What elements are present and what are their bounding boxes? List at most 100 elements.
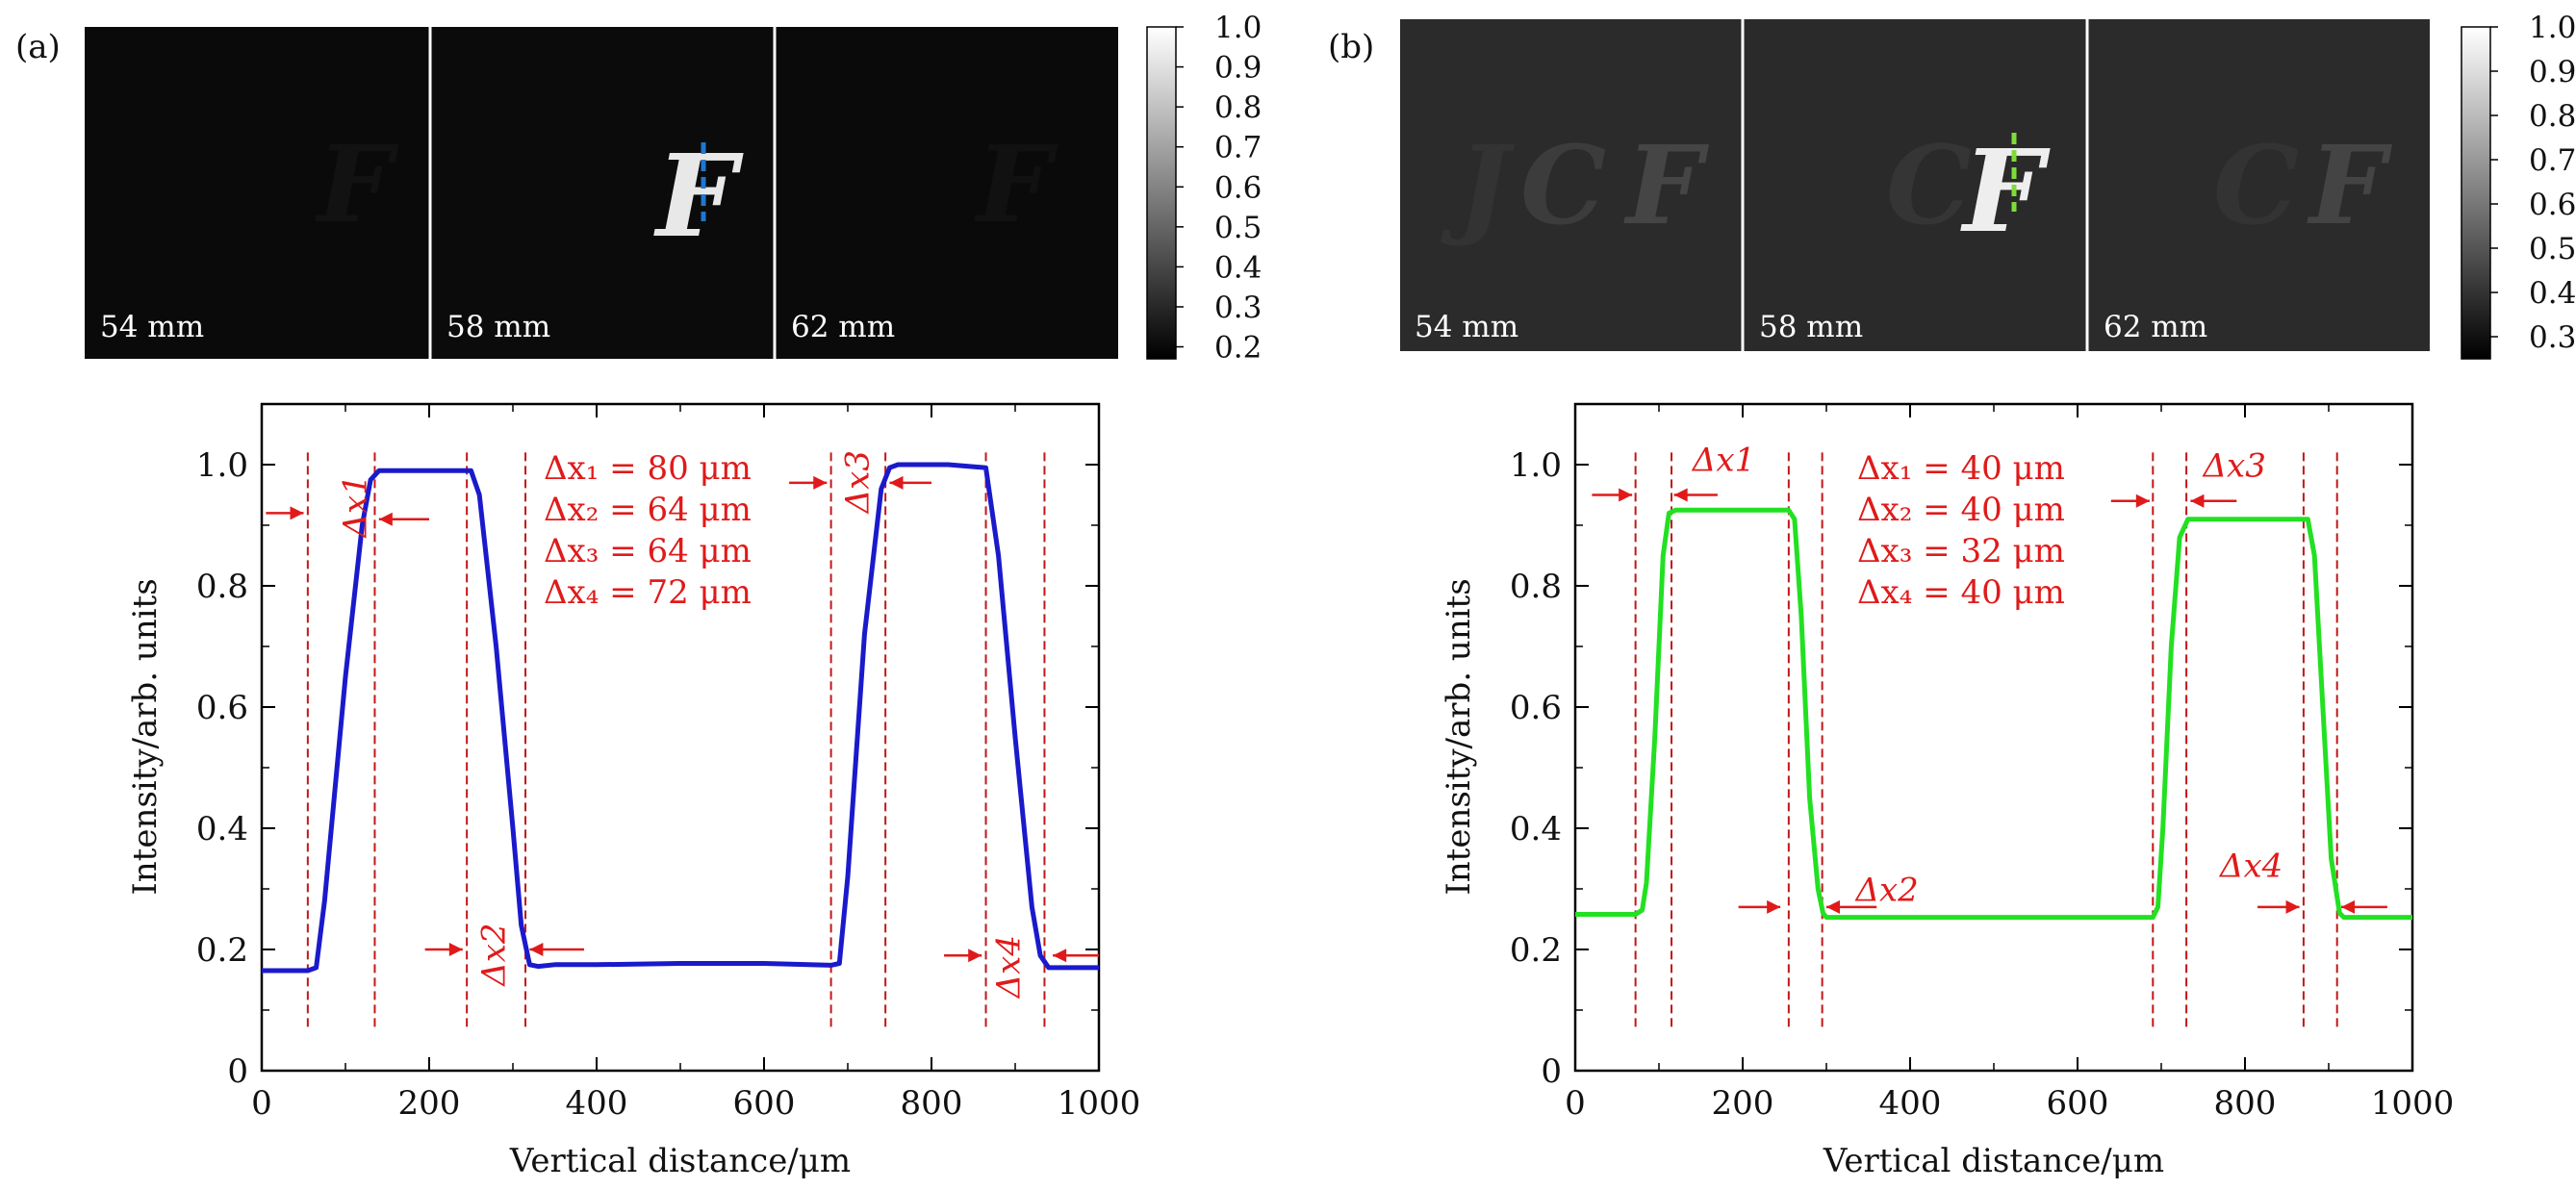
panel-a-plot: Vertical distance/μm Intensity/arb. unit… — [126, 402, 1141, 1180]
panel-b-xlabel: Vertical distance/μm — [1823, 1142, 2164, 1180]
y-tick-label: 0.6 — [196, 689, 248, 727]
y-tick-label: 0.4 — [196, 810, 248, 848]
panel-b-annotation: Δx₃ = 32 μm — [1857, 532, 2065, 570]
colorbar-tick-label: 0.6 — [1214, 170, 1262, 205]
panel-a-image-62 — [776, 27, 1118, 359]
panel-a-ghost-letter: F — [974, 122, 1058, 246]
colorbar-tick-label: 1.0 — [2529, 11, 2576, 45]
panel-a-xlabel: Vertical distance/μm — [509, 1142, 851, 1180]
x-tick-label: 200 — [398, 1084, 461, 1123]
panel-b-annotation-block: Δx₁ = 40 μm Δx₂ = 40 μm Δx₃ = 32 μm Δx₄ … — [1857, 449, 2065, 612]
colorbar-tick-label: 0.7 — [1214, 131, 1262, 165]
panel-a-annotation: Δx₂ = 64 μm — [544, 491, 752, 529]
panel-b-label: (b) — [1328, 28, 1374, 66]
y-tick-label: 1.0 — [196, 446, 248, 485]
y-tick-label: 0.4 — [1510, 810, 1562, 848]
arrow-head — [1619, 488, 1633, 502]
panel-b-colorbar — [2461, 26, 2491, 360]
panel-a-annotation: Δx₁ = 80 μm — [544, 449, 752, 488]
colorbar-tick-label: 0.4 — [2529, 276, 2576, 311]
arrow-head — [290, 506, 304, 520]
y-tick-label: 0 — [1541, 1052, 1562, 1091]
panel-a-images: (a) F F F 54 mm 58 mm 62 mm 1.0 0.9 0.8 0.7… — [15, 11, 1262, 366]
x-tick-label: 400 — [566, 1084, 628, 1123]
delta-label: Δx3 — [839, 450, 878, 515]
panel-a-image-label-62: 62 mm — [791, 310, 895, 344]
x-tick-label: 1000 — [2371, 1084, 2455, 1123]
x-tick-label: 400 — [1879, 1084, 1942, 1123]
panel-a-label: (a) — [15, 28, 61, 66]
x-tick-label: 0 — [1565, 1084, 1586, 1123]
arrow-head — [1053, 949, 1067, 963]
panel-a-image-58 — [431, 27, 774, 359]
delta-label: Δx4 — [989, 935, 1028, 999]
panel-b-ylabel: Intensity/arb. units — [1440, 578, 1478, 895]
y-tick-label: 1.0 — [1510, 446, 1562, 485]
delta-label: Δx2 — [474, 923, 513, 987]
panel-b-ghost-letter: F — [2307, 123, 2393, 249]
colorbar-tick-label: 0.3 — [2529, 320, 2576, 355]
delta-label: Δx4 — [2218, 847, 2283, 885]
panel-a-focus-letter: F — [653, 129, 744, 263]
y-tick-label: 0 — [227, 1052, 248, 1091]
arrow-head — [1767, 899, 1781, 914]
colorbar-tick-label: 0.3 — [1214, 291, 1262, 325]
colorbar-tick-label: 0.7 — [2529, 143, 2576, 178]
y-tick-label: 0.6 — [1510, 689, 1562, 727]
arrow-head — [1673, 488, 1688, 502]
panel-a-image-label-58: 58 mm — [446, 310, 550, 344]
x-tick-label: 800 — [901, 1084, 963, 1123]
arrow-head — [2341, 899, 2356, 914]
panel-a-ghost-letter: F — [315, 122, 399, 246]
x-tick-label: 600 — [733, 1084, 796, 1123]
arrow-head — [968, 949, 982, 963]
x-tick-label: 600 — [2047, 1084, 2109, 1123]
panel-a-annotation: Δx₄ = 72 μm — [544, 573, 752, 612]
panel-b-image-label-58: 58 mm — [1759, 310, 1863, 344]
panel-b-image-54 — [1400, 19, 1742, 351]
panel-a-annotation-block: Δx₁ = 80 μm Δx₂ = 64 μm Δx₃ = 64 μm Δx₄ … — [544, 449, 752, 612]
panel-b-intensity-line — [1575, 507, 2412, 921]
colorbar-tick-label: 0.8 — [1214, 90, 1262, 125]
panel-a-ylabel: Intensity/arb. units — [126, 578, 165, 895]
panel-b-annotation: Δx₁ = 40 μm — [1857, 449, 2065, 488]
panel-a-image-label-54: 54 mm — [100, 310, 204, 344]
panel-a-image-54 — [85, 27, 429, 359]
panel-b-ghost-letter: C — [2213, 123, 2299, 249]
panel-b-focus-letter: F — [1960, 124, 2051, 258]
arrow-head — [2135, 493, 2150, 508]
panel-b-image-62 — [2088, 19, 2430, 351]
y-tick-label: 0.8 — [1510, 568, 1562, 606]
arrow-head — [2285, 899, 2300, 914]
panel-b-image-58 — [1744, 19, 2086, 351]
colorbar-tick-label: 0.5 — [1214, 211, 1262, 245]
colorbar-tick-label: 0.6 — [2529, 188, 2576, 222]
y-tick-label: 0.8 — [196, 568, 248, 606]
panel-b-annotation: Δx₄ = 40 μm — [1857, 573, 2065, 612]
colorbar-tick-label: 0.4 — [1214, 250, 1262, 285]
delta-label: Δx3 — [2202, 447, 2266, 486]
panel-b-colorbar-ticks: 1.0 0.9 0.8 0.7 0.6 0.5 0.4 0.3 — [2490, 11, 2576, 355]
arrow-head — [1826, 899, 1840, 914]
colorbar-tick-label: 0.9 — [2529, 55, 2576, 89]
colorbar-tick-label: 1.0 — [1214, 11, 1262, 45]
panel-b-ghost-letter: C — [1520, 123, 1606, 249]
panel-a-annotation: Δx₃ = 64 μm — [544, 532, 752, 570]
delta-label: Δx2 — [1853, 872, 1918, 910]
panel-a-intensity-line — [262, 462, 1099, 974]
colorbar-tick-label: 0.8 — [2529, 99, 2576, 134]
x-tick-label: 200 — [1712, 1084, 1774, 1123]
arrow-head — [529, 943, 544, 956]
colorbar-tick-label: 0.9 — [1214, 51, 1262, 86]
x-tick-label: 0 — [251, 1084, 272, 1123]
panel-b-plot: Vertical distance/μm Intensity/arb. unit… — [1440, 402, 2455, 1180]
panel-a-colorbar — [1146, 26, 1177, 360]
panel-b-annotation: Δx₂ = 40 μm — [1857, 491, 2065, 529]
panel-b-image-label-62: 62 mm — [2104, 310, 2207, 344]
x-tick-label: 1000 — [1058, 1084, 1141, 1123]
panel-a-colorbar-ticks: 1.0 0.9 0.8 0.7 0.6 0.5 0.4 0.3 0.2 — [1176, 11, 1262, 366]
arrow-head — [813, 475, 828, 490]
x-tick-label: 800 — [2214, 1084, 2277, 1123]
arrow-head — [448, 943, 463, 956]
